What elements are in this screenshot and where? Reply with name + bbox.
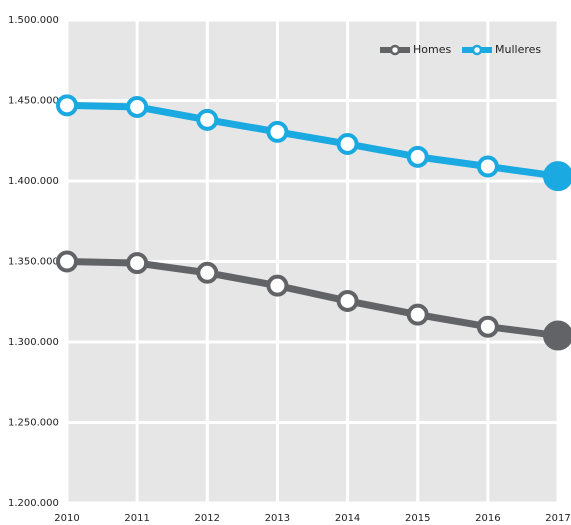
- point: [543, 161, 571, 192]
- point: [476, 155, 499, 178]
- point: [266, 274, 289, 297]
- point: [126, 95, 149, 118]
- y-tick-label: 1.350.000: [8, 257, 59, 268]
- point: [336, 132, 359, 155]
- x-tick-label: 2015: [405, 513, 430, 524]
- x-tick-label: 2013: [265, 513, 290, 524]
- point: [543, 320, 571, 351]
- point: [196, 261, 219, 284]
- point: [126, 252, 149, 275]
- point: [476, 315, 499, 338]
- point: [406, 303, 429, 326]
- point: [196, 108, 219, 131]
- legend-label: Homes: [413, 43, 451, 56]
- y-tick-label: 1.250.000: [8, 418, 59, 429]
- series-line: [66, 258, 559, 340]
- y-tick-label: 1.500.000: [8, 15, 59, 26]
- point: [406, 145, 429, 168]
- y-tick-label: 1.200.000: [8, 498, 59, 509]
- x-tick-label: 2012: [195, 513, 220, 524]
- x-tick-label: 2016: [475, 513, 500, 524]
- x-tick-label: 2011: [124, 513, 149, 524]
- legend-label: Mulleres: [495, 43, 541, 56]
- y-tick-label: 1.300.000: [8, 337, 59, 348]
- series-line: [66, 101, 559, 180]
- y-tick-label: 1.400.000: [8, 176, 59, 187]
- point: [56, 94, 78, 117]
- y-tick-label: 1.450.000: [8, 96, 59, 107]
- point: [336, 289, 359, 312]
- x-tick-label: 2010: [54, 513, 79, 524]
- legend-marker: [389, 44, 401, 56]
- x-tick-label: 2017: [545, 513, 570, 524]
- point: [266, 120, 289, 143]
- point: [56, 250, 78, 273]
- legend: Homes Mulleres: [380, 43, 541, 56]
- legend-marker: [471, 44, 483, 56]
- x-tick-label: 2014: [335, 513, 360, 524]
